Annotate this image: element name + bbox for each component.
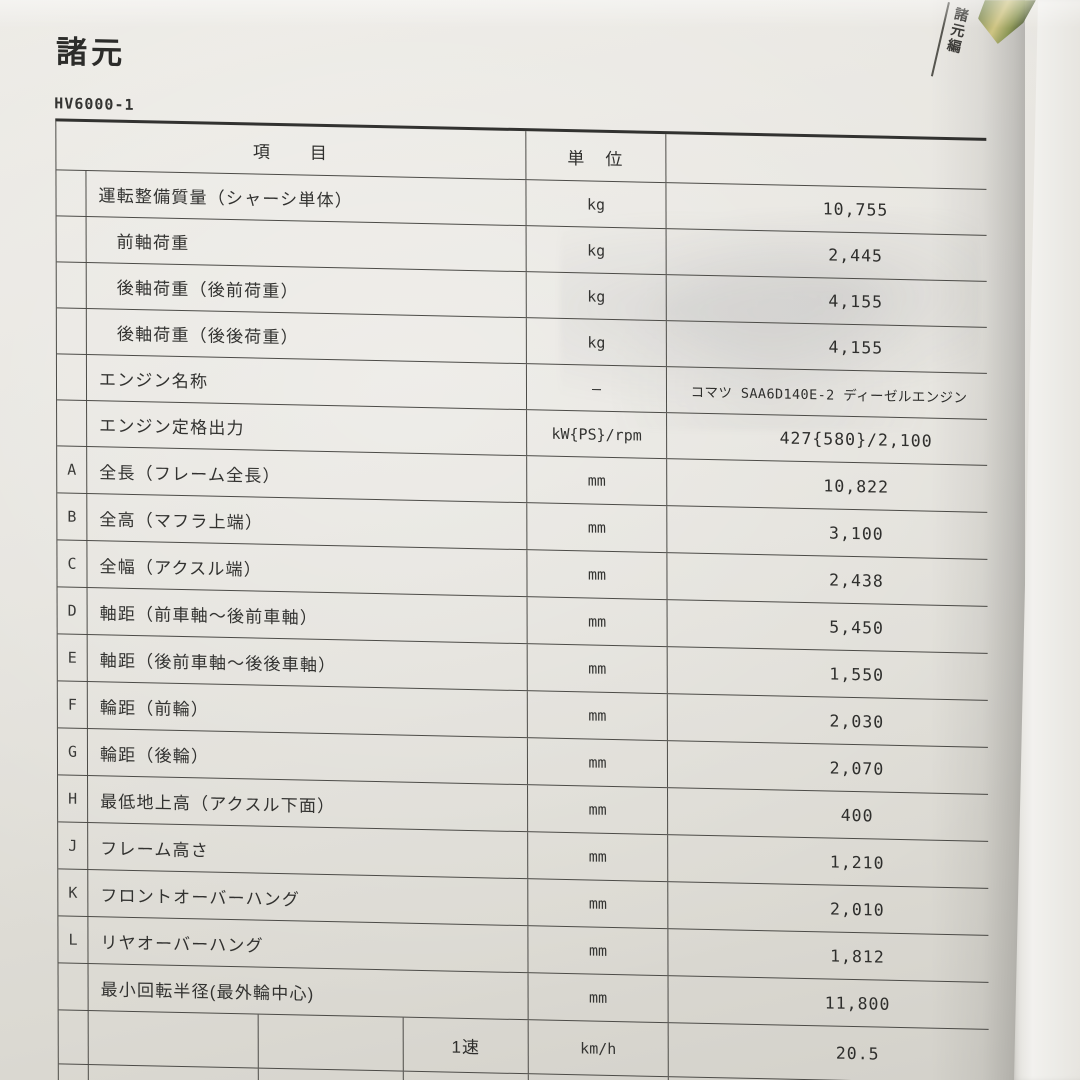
row-item: 後軸荷重（後前荷重）: [86, 262, 527, 318]
row-unit: mm: [527, 691, 668, 741]
row-value: 2,030: [829, 711, 885, 732]
row-value: コマツ SAA6D140E-2 ディーゼルエンジン: [690, 384, 968, 406]
row-value: 2,445: [828, 245, 883, 266]
row-unit: kg: [526, 180, 667, 229]
model-code: HV6000-1: [54, 94, 135, 114]
row-item: 輪距（前輪）: [87, 682, 528, 738]
row-letter: J: [58, 822, 89, 870]
row-item: 最小回転半径(最外輪中心): [88, 964, 529, 1020]
row-letter: H: [58, 775, 89, 823]
row-letter: K: [58, 869, 89, 917]
row-unit: kW{PS}/rpm: [527, 410, 668, 459]
row-unit: kg: [526, 318, 667, 367]
header-value: [666, 134, 986, 189]
row-unit: mm: [528, 973, 669, 1023]
row-letter: [56, 308, 87, 354]
row-blank-cell: [88, 1011, 259, 1068]
row-item: 全幅（アクスル端）: [87, 540, 528, 597]
row-item: フレーム高さ: [88, 823, 529, 879]
row-item: 全長（フレーム全長）: [87, 446, 528, 503]
row-letter: A: [57, 446, 88, 493]
row-unit: mm: [528, 785, 669, 835]
book-page-edge: [1014, 0, 1080, 1080]
row-gear: 2速: [403, 1071, 529, 1080]
row-value: 2,010: [829, 899, 885, 920]
facing-page-photo-sliver: [978, 0, 1036, 44]
row-letter: [57, 400, 88, 446]
row-item: 軸距（前車軸～後前車軸）: [87, 587, 528, 644]
row-value: 1,210: [829, 852, 885, 873]
row-letter: [56, 170, 87, 216]
row-letter: [56, 262, 87, 308]
row-blank-cell: [88, 1065, 259, 1080]
row-unit: mm: [528, 832, 669, 882]
row-letter: C: [57, 540, 88, 587]
row-letter: [56, 216, 87, 262]
row-letter: G: [57, 728, 89, 776]
row-unit: ―: [526, 364, 668, 413]
row-unit: mm: [527, 503, 668, 553]
row-value: 10,822: [823, 475, 890, 497]
row-unit: kg: [526, 226, 667, 275]
row-unit: mm: [527, 597, 668, 647]
row-unit: mm: [527, 456, 668, 506]
row-value: 400: [840, 805, 874, 825]
row-value: 427{580}/2,100: [779, 428, 933, 451]
row-letter: [58, 1064, 89, 1080]
row-item: 最低地上高（アクスル下面）: [88, 776, 529, 832]
row-letter: [56, 354, 88, 400]
row-letter: B: [57, 493, 88, 540]
page-content: 諸元 HV6000-1 項 目 単 位 運転整備質量（シャーシ単体） kg 10…: [0, 0, 1000, 1080]
row-item: 軸距（後前車軸～後後車軸）: [87, 635, 528, 691]
row-value: 5,450: [829, 617, 884, 638]
row-letter: [58, 1010, 89, 1065]
row-unit: mm: [527, 550, 668, 600]
row-value: 10,755: [822, 199, 889, 220]
row-item: エンジン名称: [86, 354, 528, 410]
page-title: 諸元: [56, 34, 127, 71]
row-letter: [58, 963, 89, 1011]
row-unit: mm: [527, 644, 668, 694]
row-item: エンジン定格出力: [87, 400, 528, 456]
row-item: 全高（マフラ上端）: [87, 493, 528, 550]
row-item: リヤオーバーハング: [88, 917, 529, 973]
row-unit: mm: [527, 738, 669, 788]
header-unit: 単 位: [526, 131, 667, 183]
row-value: 11,800: [824, 992, 891, 1014]
row-item: 前軸荷重: [86, 216, 527, 272]
spec-table: 項 目 単 位 運転整備質量（シャーシ単体） kg 10,755 前軸荷重 kg…: [55, 118, 989, 1080]
row-value: 3,100: [828, 523, 884, 544]
row-blank-cell: [258, 1014, 404, 1071]
row-item: 輪距（後輪）: [87, 729, 529, 785]
row-value: 4,155: [828, 291, 884, 312]
row-value: 2,070: [829, 758, 885, 779]
header-item: 項 目: [56, 121, 527, 180]
row-value: 1,550: [829, 664, 885, 685]
row-unit: kg: [526, 272, 667, 321]
section-tab: 諸元編: [930, 2, 977, 83]
row-letter: L: [58, 916, 89, 964]
row-unit: mm: [528, 879, 669, 929]
row-item: フロントオーバーハング: [88, 870, 529, 926]
row-letter: E: [57, 634, 88, 682]
row-value: 4,155: [828, 337, 884, 358]
row-unit: mm: [528, 926, 669, 976]
row-letter: F: [57, 681, 88, 729]
row-gear: 1速: [403, 1017, 529, 1074]
row-value: 20.5: [835, 1043, 880, 1064]
row-blank-cell: [258, 1068, 404, 1080]
row-unit: km/h: [528, 1020, 669, 1077]
row-item: 後軸荷重（後後荷重）: [86, 308, 527, 364]
row-letter: D: [57, 587, 88, 635]
row-value: 1,812: [830, 946, 885, 967]
row-value: 2,438: [829, 570, 884, 591]
row-item: 運転整備質量（シャーシ単体）: [86, 170, 527, 226]
